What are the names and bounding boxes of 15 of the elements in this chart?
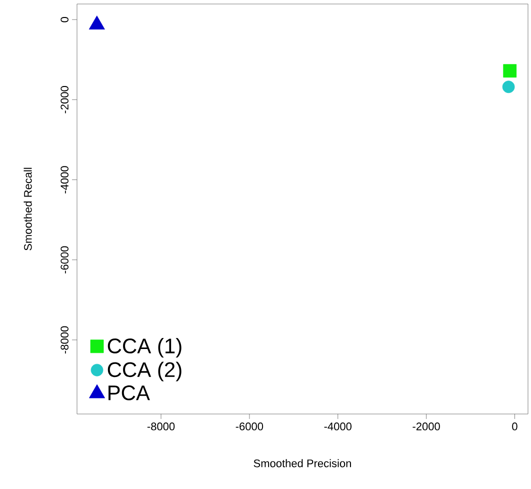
x-tick-label: 0: [512, 422, 518, 430]
x-tick-label: -8000: [147, 422, 175, 430]
y-tick-label: -8000: [60, 326, 68, 354]
legend-label: CCA (2): [108, 362, 182, 382]
x-tick-label: -4000: [324, 422, 352, 430]
x-tick-label: -6000: [236, 422, 264, 430]
x-tick-label: -2000: [412, 422, 440, 430]
y-tick-label: -2000: [60, 86, 68, 114]
y-axis-title: Smoothed Recall: [24, 168, 32, 250]
y-tick-label: -4000: [60, 166, 68, 194]
x-axis-title: Smoothed Precision: [254, 459, 351, 468]
legend-label: PCA: [108, 385, 150, 400]
y-tick-label: 0: [60, 16, 68, 22]
y-tick-label: -6000: [60, 246, 68, 274]
legend-label: CCA (1): [108, 338, 182, 358]
